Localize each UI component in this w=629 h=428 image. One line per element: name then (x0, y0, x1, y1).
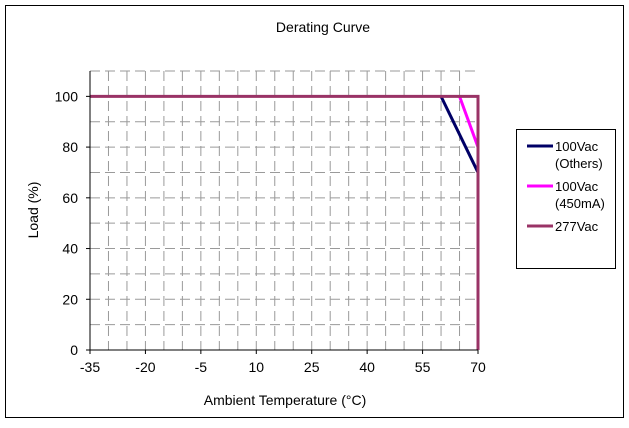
x-tick-label: 25 (304, 359, 320, 375)
legend-label: 100Vac (555, 139, 599, 154)
legend-label: (Others) (555, 156, 603, 171)
y-tick-label: 0 (70, 342, 78, 358)
series-group (90, 94, 480, 350)
y-tick-label: 40 (62, 241, 78, 257)
x-tick-label: -20 (135, 359, 155, 375)
y-axis-label: Load (%) (25, 182, 41, 239)
y-tick-label: 20 (62, 291, 78, 307)
y-tick-label: 60 (62, 190, 78, 206)
y-tick-label: 100 (55, 88, 79, 104)
series-line-2 (458, 95, 480, 148)
x-tick-label: 55 (415, 359, 431, 375)
legend-box (516, 129, 616, 269)
chart-title: Derating Curve (276, 19, 370, 35)
x-tick-label: -35 (80, 359, 100, 375)
legend: 100Vac (Others) 100Vac (450mA) 277Vac (516, 129, 616, 269)
axes: -35 -20 -5 10 25 40 55 70 0 20 40 60 80 100 (55, 71, 486, 375)
legend-label: 277Vac (555, 219, 599, 234)
legend-label: 100Vac (555, 179, 599, 194)
series-line-3 (90, 94, 480, 350)
legend-label: (450mA) (555, 196, 605, 211)
x-tick-label: 10 (248, 359, 264, 375)
y-tick-label: 80 (62, 139, 78, 155)
x-axis-label: Ambient Temperature (°C) (204, 392, 367, 408)
series-line-1 (439, 95, 480, 174)
x-tick-label: 70 (470, 359, 486, 375)
x-tick-label: 40 (359, 359, 375, 375)
x-tick-label: -5 (195, 359, 208, 375)
